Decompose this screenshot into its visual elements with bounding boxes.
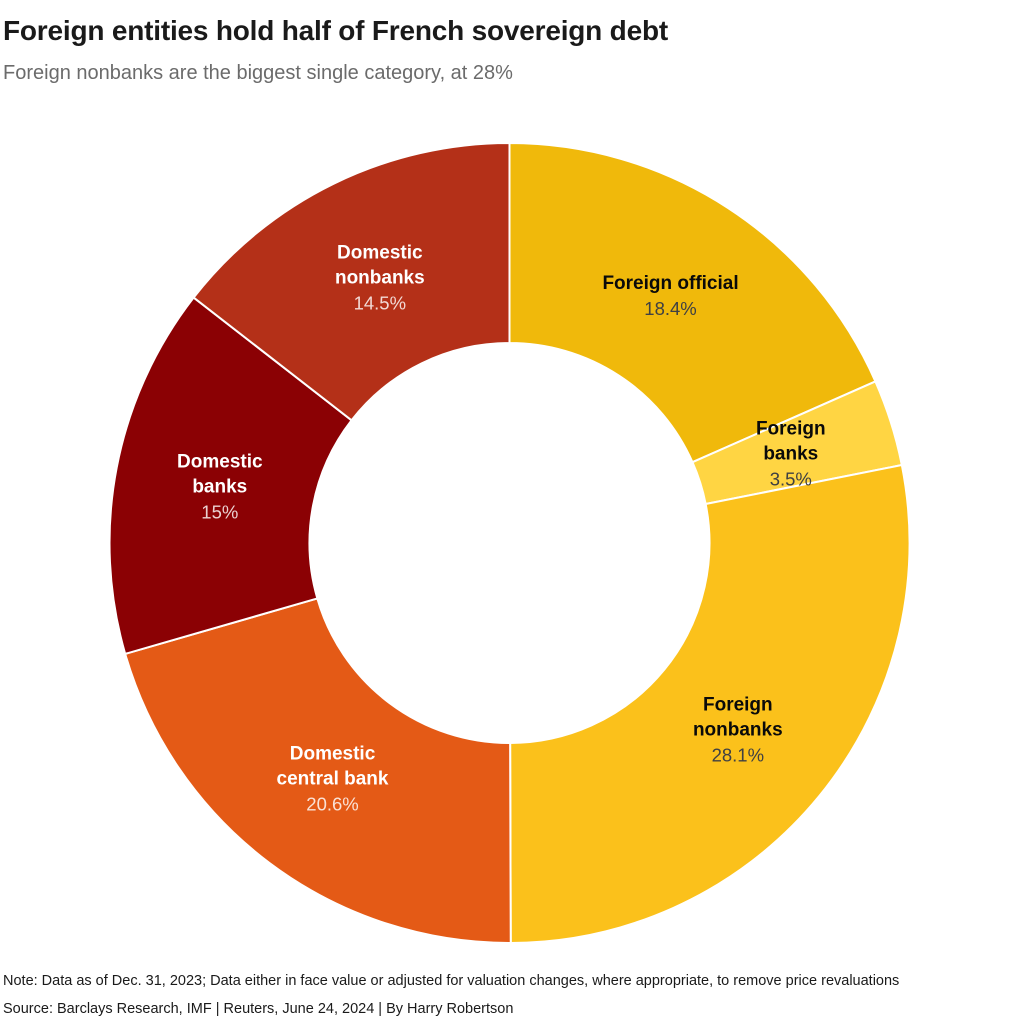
note-text: Note: Data as of Dec. 31, 2023; Data eit… [3,973,900,989]
chart-footer: Note: Data as of Dec. 31, 2023; Data eit… [3,968,1013,1023]
pie-slice-domestic-central-bank [124,597,512,944]
chart-subtitle: Foreign nonbanks are the biggest single … [3,61,513,84]
pie-slice-foreign-nonbanks [509,464,911,944]
pie-slice-domestic-nonbanks [192,142,511,422]
source-text: Source: Barclays Research, IMF | Reuters… [3,1000,514,1017]
pie-slice-foreign-official [508,142,877,464]
pie-slice-domestic-banks [108,296,353,655]
chart-title: Foreign entities hold half of French sov… [3,15,668,46]
chart-header: Foreign entities hold half of French sov… [3,14,1013,85]
